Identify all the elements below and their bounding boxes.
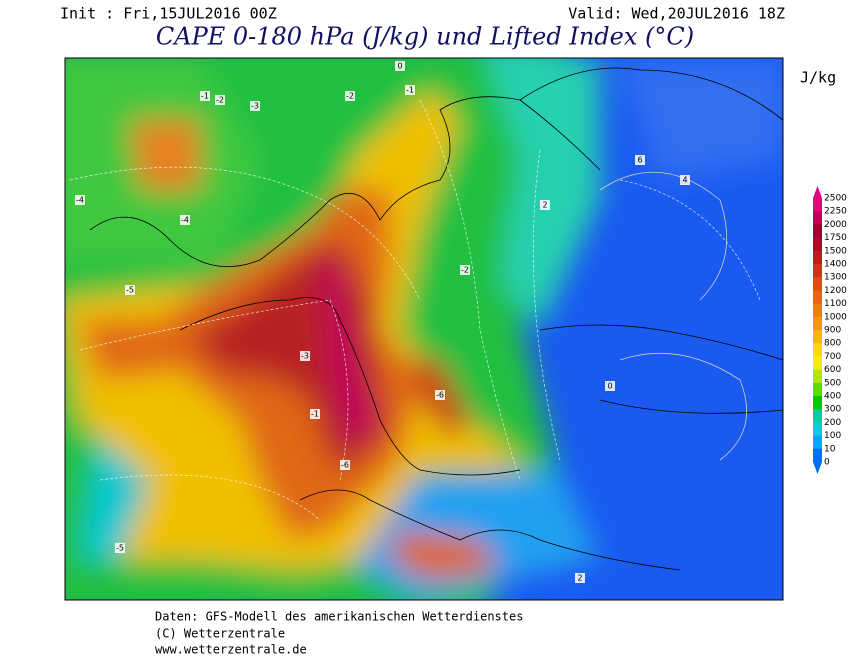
legend-label: 500 <box>824 378 841 388</box>
legend-swatch <box>813 224 822 239</box>
contour-label: 2 <box>577 574 582 583</box>
contour-label-box <box>395 61 405 71</box>
color-legend: 2500225020001750150014001300120011001000… <box>813 186 847 474</box>
contour-label-box <box>250 101 260 111</box>
legend-swatch <box>813 316 822 331</box>
legend-label: 100 <box>824 431 841 441</box>
contour-label: -2 <box>216 96 224 105</box>
contour-label: -6 <box>341 461 349 470</box>
contour-label: -3 <box>251 102 259 111</box>
legend-label: 2500 <box>824 194 847 204</box>
legend-label: 1500 <box>824 246 847 256</box>
legend-label: 400 <box>824 392 841 402</box>
contour-label-box <box>605 381 615 391</box>
legend-swatch <box>813 277 822 291</box>
legend-swatch <box>813 422 822 437</box>
footer-line: (C) Wetterzentrale <box>155 627 285 641</box>
legend-label: 1400 <box>824 260 847 270</box>
legend-swatch <box>813 409 822 423</box>
legend-swatch <box>813 369 822 384</box>
contour-label-box <box>460 265 470 275</box>
contour-label-box <box>345 91 355 101</box>
contour-label-box <box>125 285 135 295</box>
legend-cap <box>813 186 822 198</box>
legend-label: 1750 <box>824 233 847 243</box>
legend-swatch <box>813 448 822 463</box>
legend-label: 1100 <box>824 299 847 309</box>
contour-label: -5 <box>126 286 134 295</box>
contour-label: -5 <box>116 544 124 553</box>
legend-label: 2250 <box>824 207 847 217</box>
legend-label: 700 <box>824 352 841 362</box>
contour-label-box <box>300 351 310 361</box>
legend-label: 1000 <box>824 312 847 322</box>
contour-label: -4 <box>76 196 84 205</box>
map-frame <box>64 57 784 601</box>
legend-label: 900 <box>824 326 841 336</box>
contour-label-box <box>435 390 445 400</box>
legend-swatch <box>813 198 822 212</box>
map: -1 -2 -3 -4 -5 -6 -2 -1 0 2 4 6 -3 -5 -1 2 0 -4 -2 -6 <box>65 58 783 600</box>
legend-label: 2000 <box>824 220 847 230</box>
contour-label-box <box>310 409 320 419</box>
contour-label: -1 <box>201 92 209 101</box>
contour-label: 2 <box>542 201 547 210</box>
contour-label-box <box>575 573 585 583</box>
contour-label-box <box>215 95 225 105</box>
contour-label-box <box>75 195 85 205</box>
legend-label: 200 <box>824 418 841 428</box>
contour-label: 0 <box>607 382 612 391</box>
contour-label: 4 <box>682 176 687 185</box>
legend-label: 0 <box>824 458 830 468</box>
contour-label: -2 <box>461 266 469 275</box>
contour-label: -4 <box>181 216 189 225</box>
contour-label-box <box>115 543 125 553</box>
legend-swatch <box>813 396 822 410</box>
contour-label-box <box>635 155 645 165</box>
contour-label: -6 <box>436 391 444 400</box>
legend-swatch <box>813 250 822 265</box>
legend-swatch <box>813 435 822 450</box>
footer-line: Daten: GFS-Modell des amerikanischen Wet… <box>155 610 523 624</box>
contour-label: 0 <box>397 62 402 71</box>
contour-label: -3 <box>301 352 309 361</box>
legend-swatch <box>813 356 822 371</box>
contour-label-box <box>405 85 415 95</box>
legend-swatch <box>813 303 822 318</box>
legend-label: 300 <box>824 405 841 415</box>
contour-label-box <box>340 460 350 470</box>
legend-cap <box>813 462 822 474</box>
legend-label: 1300 <box>824 273 847 283</box>
contour-label: -1 <box>406 86 414 95</box>
contour-label-box <box>200 91 210 101</box>
valid-time: Valid: Wed,20JUL2016 18Z <box>568 5 785 23</box>
contour-label: 6 <box>637 156 642 165</box>
legend-swatch <box>813 330 822 344</box>
legend-swatch <box>813 264 822 278</box>
init-time: Init : Fri,15JUL2016 00Z <box>60 5 277 23</box>
contour-label: -2 <box>346 92 354 101</box>
legend-label: 800 <box>824 339 841 349</box>
legend-swatch <box>813 343 822 357</box>
legend-swatch <box>813 237 822 252</box>
legend-swatch <box>813 211 822 225</box>
legend-label: 1200 <box>824 286 847 296</box>
contour-label-box <box>540 200 550 210</box>
map-title: CAPE 0-180 hPa (J/kg) und Lifted Index (… <box>156 23 694 51</box>
contour-label-box <box>680 175 690 185</box>
legend-unit: J/kg <box>800 69 836 87</box>
legend-swatch <box>813 382 822 397</box>
footer-line: www.wetterzentrale.de <box>155 643 307 657</box>
contour-label-box <box>180 215 190 225</box>
legend-swatch <box>813 290 822 305</box>
legend-label: 10 <box>824 444 836 454</box>
contour-label: -1 <box>311 410 319 419</box>
legend-label: 600 <box>824 365 841 375</box>
